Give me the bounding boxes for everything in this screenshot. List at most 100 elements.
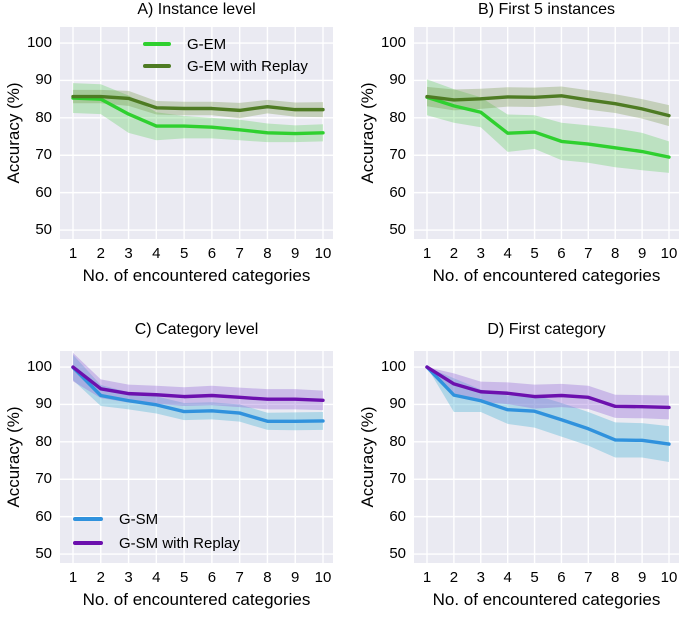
panel-C-y-axis-label: Accuracy (%): [4, 406, 23, 508]
x-tick-label: 8: [611, 569, 620, 586]
x-tick-label: 6: [207, 569, 217, 586]
panel-C-title: C) Category level: [134, 321, 259, 338]
legend-line-swatch: [143, 64, 171, 68]
series-band: [73, 89, 323, 119]
panel-D-title: D) First category: [487, 321, 606, 338]
y-tick-label: 100: [26, 34, 52, 52]
x-tick-label: 2: [449, 245, 459, 262]
x-tick-label: 5: [179, 569, 189, 586]
x-tick-label: 8: [611, 245, 620, 262]
series-line: [425, 95, 671, 159]
legend-line-swatch: [143, 42, 171, 46]
y-tick-label: 100: [26, 358, 52, 376]
series-line: [425, 365, 671, 446]
y-tick-label: 100: [380, 358, 406, 376]
series-line: [71, 365, 325, 423]
x-tick-label: 5: [530, 245, 539, 262]
panel-C-x-axis-label: No. of encountered categories: [82, 590, 311, 609]
y-tick-label: 90: [389, 71, 406, 89]
x-tick-label: 1: [68, 245, 78, 262]
x-tick-label: 2: [96, 245, 105, 262]
x-tick-label: 9: [637, 569, 647, 586]
x-tick-label: 4: [152, 245, 161, 262]
x-tick-label: 3: [124, 569, 133, 586]
legend-item: G-EM: [143, 33, 308, 55]
y-tick-label: 90: [35, 395, 52, 413]
panel-B-y-axis-label: Accuracy (%): [358, 82, 377, 184]
panel-C-legend: G-SM G-SM with Replay: [73, 507, 240, 555]
x-tick-label: 10: [314, 569, 332, 586]
x-tick-label: 7: [235, 569, 244, 586]
legend-line-swatch: [73, 517, 103, 521]
x-tick-label: 4: [503, 569, 512, 586]
y-tick-label: 50: [389, 545, 406, 563]
x-tick-label: 7: [584, 569, 593, 586]
y-tick-label: 70: [389, 470, 406, 488]
x-tick-label: 6: [557, 245, 566, 262]
x-tick-label: 3: [476, 569, 485, 586]
y-tick-label: 60: [389, 507, 406, 525]
y-tick-label: 50: [35, 221, 52, 239]
panel-B-plot-area: [414, 27, 679, 239]
grid-lines: [60, 351, 333, 563]
y-tick-label: 100: [380, 34, 406, 52]
panel-A-plot-area: [60, 27, 333, 239]
series-line: [71, 96, 325, 136]
plot-background: [60, 351, 333, 563]
legend-label: G-SM: [119, 510, 159, 528]
y-tick-label: 50: [35, 545, 52, 563]
plot-background: [414, 27, 679, 239]
x-tick-label: 1: [422, 569, 432, 586]
legend-label: G-EM: [187, 35, 227, 53]
legend-item: G-EM with Replay: [143, 55, 308, 77]
y-tick-label: 80: [35, 108, 52, 126]
x-tick-label: 9: [291, 245, 300, 262]
series-line: [425, 94, 671, 118]
panel-D-x-axis-label: No. of encountered categories: [432, 590, 661, 609]
y-tick-label: 50: [389, 221, 406, 239]
y-tick-label: 90: [35, 71, 52, 89]
legend-item: G-SM: [73, 507, 240, 531]
series-band: [427, 86, 669, 127]
series-band: [427, 367, 669, 420]
y-tick-label: 80: [389, 432, 406, 450]
x-tick-label: 6: [557, 569, 566, 586]
x-tick-label: 9: [291, 569, 300, 586]
y-tick-label: 60: [35, 507, 52, 525]
x-tick-label: 7: [584, 245, 593, 262]
x-tick-label: 3: [124, 245, 133, 262]
y-tick-label: 80: [389, 108, 406, 126]
x-tick-label: 4: [503, 245, 512, 262]
x-tick-label: 6: [207, 245, 217, 262]
series-line: [71, 365, 325, 403]
x-tick-label: 5: [179, 245, 189, 262]
x-tick-label: 10: [314, 245, 332, 262]
panel-A-legend: G-EM G-EM with Replay: [143, 33, 308, 77]
y-tick-label: 60: [35, 183, 52, 201]
y-tick-label: 70: [35, 470, 52, 488]
x-tick-label: 9: [637, 245, 647, 262]
panel-C-plot-area: [60, 351, 333, 563]
panel-A-x-axis-label: No. of encountered categories: [82, 266, 311, 285]
x-tick-label: 2: [96, 569, 105, 586]
x-tick-label: 7: [235, 245, 244, 262]
series-line: [71, 94, 325, 113]
x-tick-label: 8: [263, 569, 272, 586]
series-band: [73, 354, 323, 431]
legend-item: G-SM with Replay: [73, 531, 240, 555]
x-tick-label: 8: [263, 245, 272, 262]
y-tick-label: 70: [389, 146, 406, 164]
y-tick-label: 60: [389, 183, 406, 201]
panel-A-title: A) Instance level: [137, 1, 256, 18]
series-band: [427, 79, 669, 173]
legend-label: G-SM with Replay: [119, 534, 240, 552]
x-tick-label: 3: [476, 245, 485, 262]
y-tick-label: 70: [35, 146, 52, 164]
series-line: [425, 365, 671, 410]
panel-B-title: B) First 5 instances: [478, 1, 615, 18]
legend-line-swatch: [73, 541, 103, 545]
y-tick-label: 80: [35, 432, 52, 450]
panel-B-x-axis-label: No. of encountered categories: [432, 266, 661, 285]
y-tick-label: 90: [389, 395, 406, 413]
